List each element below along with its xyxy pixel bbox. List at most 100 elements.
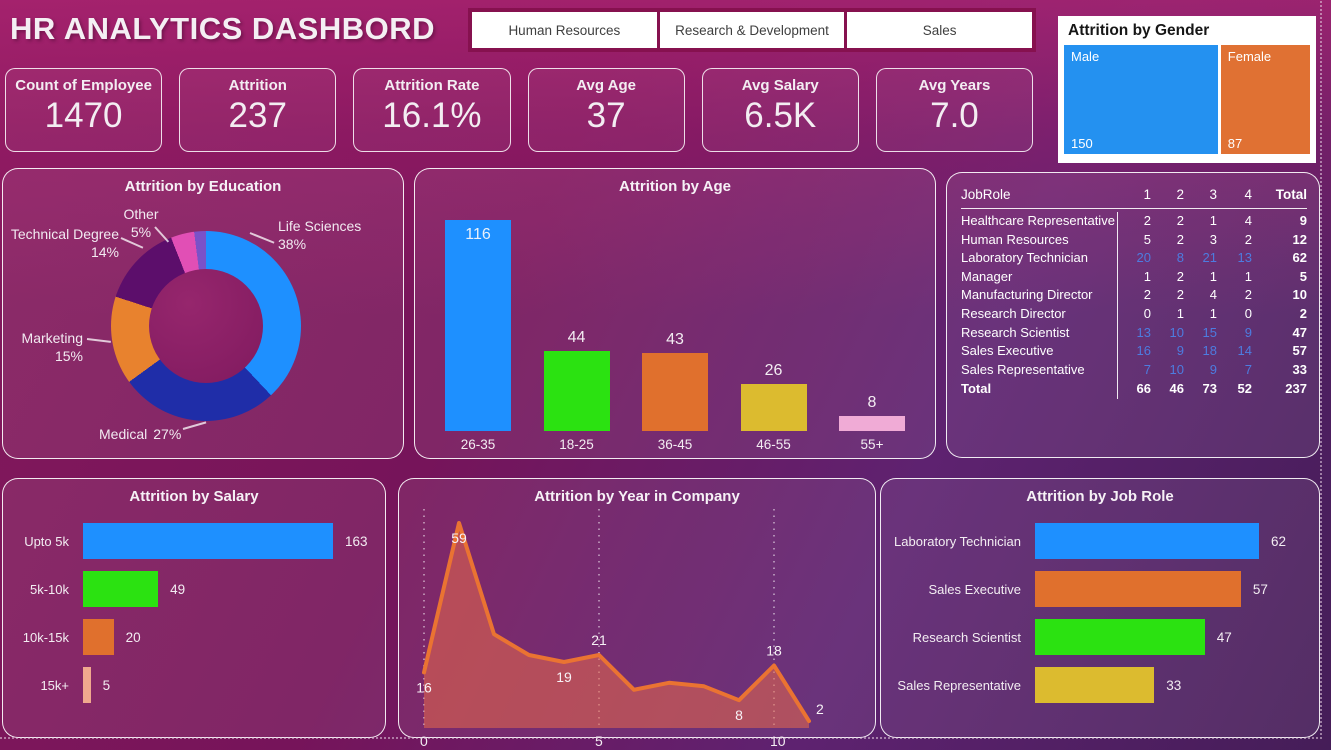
filter-button-human-resources[interactable]: Human Resources [472, 12, 657, 48]
jobrole-cell: Sales Executive [961, 342, 1118, 361]
label-connector [86, 338, 111, 343]
x-tick-0: 0 [420, 733, 428, 749]
value-cell: 10 [1169, 324, 1184, 340]
value-cell: 2 [1244, 287, 1252, 303]
donut-label-marketing: Marketing 15% [3, 329, 83, 365]
donut-label-pct: 27% [153, 426, 182, 442]
kpi-label: Count of Employee [15, 77, 152, 94]
hbar-15k[interactable] [83, 667, 91, 703]
hbar-research-scientist[interactable] [1035, 619, 1205, 655]
treemap-cell-female[interactable]: Female 87 [1220, 45, 1310, 154]
hbar-category-label: 5k-10k [29, 581, 69, 597]
donut-label-name: Technical Degree [10, 226, 119, 242]
donut-label-life-sciences: Life Sciences 38% [278, 217, 361, 253]
age-x-label: 46-55 [756, 437, 791, 452]
kpi-label: Attrition [228, 77, 287, 94]
treemap-label: Female [1227, 49, 1272, 64]
table-row-research-director[interactable]: Research Director 0 1 1 0 2 [961, 304, 1307, 324]
job-role-bar-chart: Laboratory Technician 62 Sales Executive 57… [881, 523, 1319, 703]
bar-value-label: 43 [666, 330, 684, 348]
hbar-category-label: Sales Representative [897, 677, 1021, 693]
age-bar-group-26-35: 116 [445, 219, 511, 431]
table-row-research-scientist[interactable]: Research Scientist 13 10 15 9 47 [961, 323, 1307, 343]
salary-bar-chart: Upto 5k 163 5k-10k 49 10k-15k 20 15k+ 5 [3, 523, 385, 703]
donut-label-pct: 5% [130, 224, 152, 241]
age-bar-36-45[interactable] [642, 352, 708, 431]
education-donut[interactable] [111, 231, 301, 421]
year-area-chart[interactable]: 0 5 10 16 59 19 21 8 18 2 [399, 493, 877, 750]
kpi-card-avg-salary: Avg Salary 6.5K [701, 68, 859, 152]
value-cell: 9 [1244, 324, 1252, 340]
hbar-category-label: Upto 5k [24, 533, 69, 549]
table-header-jobrole: JobRole [961, 187, 1011, 202]
table-row-sales-representative[interactable]: Sales Representative 7 10 9 7 33 [961, 360, 1307, 380]
age-bar-55[interactable] [839, 416, 905, 431]
table-header-row: JobRole 1 2 3 4 Total [961, 187, 1307, 209]
point-label-59: 59 [451, 530, 467, 546]
table-row-total[interactable]: Total 66 46 73 52 237 [961, 379, 1307, 400]
kpi-card-attrition: Attrition 237 [179, 68, 337, 152]
trend-line[interactable] [422, 521, 811, 724]
value-cell: 0 [1143, 305, 1151, 321]
hbar-10k-15k[interactable] [83, 619, 114, 655]
hbar-row-sales-executive: Sales Executive 57 [881, 571, 1319, 607]
age-bar-26-35[interactable]: 116 [445, 219, 511, 431]
total-cell: 2 [1299, 305, 1307, 321]
table-row-manufacturing-director[interactable]: Manufacturing Director 2 2 4 2 10 [961, 286, 1307, 305]
hbar-category-label: 15k+ [40, 677, 69, 693]
value-cell: 2 [1143, 213, 1151, 228]
total-cell: 33 [1292, 361, 1307, 377]
treemap-value: 150 [1071, 136, 1093, 151]
age-bar-18-25[interactable] [543, 350, 610, 431]
table-row-human-resources[interactable]: Human Resources 5 2 3 2 12 [961, 230, 1307, 250]
bar-value-label: 116 [465, 225, 491, 243]
jobrole-cell: Healthcare Representative [961, 212, 1118, 231]
table-row-laboratory-technician[interactable]: Laboratory Technician 20 8 21 13 62 [961, 249, 1307, 268]
value-cell: 9 [1209, 361, 1217, 377]
education-chart-title: Attrition by Education [124, 178, 282, 195]
hbar-sales-executive[interactable] [1035, 571, 1241, 607]
hbar-row-15k: 15k+ 5 [3, 667, 385, 703]
hbar-laboratory-technician[interactable] [1035, 523, 1259, 559]
card-attrition-by-education: Attrition by Education Life Sciences 38% M… [2, 168, 404, 459]
value-cell: 2 [1176, 268, 1184, 284]
table-row-sales-executive[interactable]: Sales Executive 16 9 18 14 57 [961, 342, 1307, 361]
donut-hole [149, 269, 263, 383]
table-row-manager[interactable]: Manager 1 2 1 1 5 [961, 267, 1307, 287]
value-cell: 2 [1176, 231, 1184, 247]
filter-button-research-development[interactable]: Research & Development [659, 12, 845, 48]
hbar-row-upto-5k: Upto 5k 163 [3, 523, 385, 559]
kpi-label: Avg Age [576, 77, 636, 94]
value-cell: 14 [1237, 343, 1252, 359]
hbar-row-5k-10k: 5k-10k 49 [3, 571, 385, 607]
value-cell: 7 [1143, 361, 1151, 377]
table-row-healthcare-representative[interactable]: Healthcare Representative 2 2 1 4 9 [961, 212, 1307, 231]
age-chart-title: Attrition by Age [619, 178, 731, 195]
total-cell: 5 [1299, 268, 1307, 284]
age-bar-group-46-55: 26 [740, 361, 807, 431]
jobrole-cell: Human Resources [961, 230, 1118, 250]
hbar-5k-10k[interactable] [83, 571, 159, 607]
filter-button-sales[interactable]: Sales [847, 12, 1033, 48]
point-label-19: 19 [556, 669, 572, 685]
value-cell: 2 [1244, 231, 1252, 247]
kpi-label: Avg Salary [741, 77, 819, 94]
hbar-row-10k-15k: 10k-15k 20 [3, 619, 385, 655]
education-donut-chart: Life Sciences 38% Medical 27% Marketing 15% Te… [3, 169, 403, 458]
hbar-value-label: 33 [1166, 677, 1182, 693]
table-header-1: 1 [1143, 187, 1151, 202]
table-header-4: 4 [1244, 187, 1252, 202]
value-cell: 2 [1176, 287, 1184, 303]
area-fill [424, 523, 809, 728]
card-attrition-by-age: Attrition by Age 116 44 43 26 8 26-35 18-25 36… [414, 168, 936, 459]
donut-label-name: Medical [99, 426, 148, 442]
hbar-upto-5k[interactable] [83, 523, 333, 559]
treemap-cell-male[interactable]: Male 150 [1064, 45, 1218, 154]
age-bar-46-55[interactable] [740, 383, 807, 431]
value-cell: 20 [1136, 250, 1151, 266]
value-cell: 21 [1202, 250, 1217, 266]
hbar-sales-representative[interactable] [1035, 667, 1155, 703]
bar-value-label: 26 [764, 361, 783, 379]
donut-label-name: Life Sciences [278, 218, 362, 234]
value-cell: 0 [1244, 305, 1252, 321]
